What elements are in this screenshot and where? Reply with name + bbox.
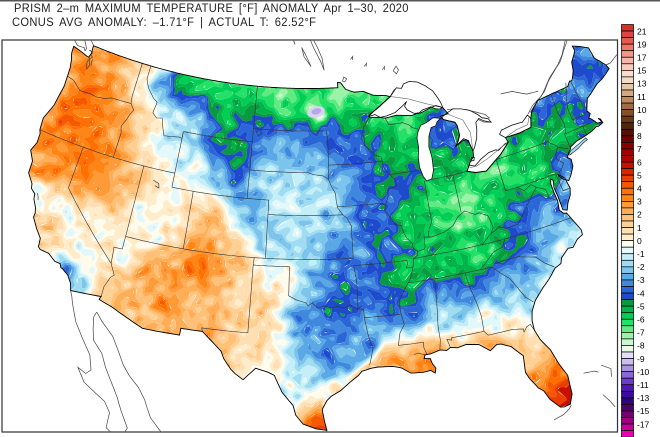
svg-text:-1: -1 xyxy=(637,249,645,259)
svg-text:-3: -3 xyxy=(637,275,645,285)
svg-text:-9: -9 xyxy=(637,354,645,364)
svg-text:7: 7 xyxy=(637,144,642,154)
svg-text:-7: -7 xyxy=(637,328,645,338)
svg-text:4: 4 xyxy=(637,183,642,193)
svg-text:-10: -10 xyxy=(637,367,650,377)
svg-text:-6: -6 xyxy=(637,314,645,324)
svg-text:13: 13 xyxy=(637,79,647,89)
svg-text:-8: -8 xyxy=(637,341,645,351)
svg-text:8: 8 xyxy=(637,131,642,141)
svg-text:5: 5 xyxy=(637,170,642,180)
svg-text:15: 15 xyxy=(637,66,647,76)
svg-text:-13: -13 xyxy=(637,393,650,403)
svg-text:0: 0 xyxy=(637,236,642,246)
svg-text:-17: -17 xyxy=(637,419,650,429)
svg-text:-15: -15 xyxy=(637,406,650,416)
svg-text:-5: -5 xyxy=(637,301,645,311)
svg-text:2: 2 xyxy=(637,210,642,220)
svg-text:1: 1 xyxy=(637,223,642,233)
svg-text:17: 17 xyxy=(637,52,647,62)
svg-text:-11: -11 xyxy=(637,380,649,390)
svg-text:11: 11 xyxy=(637,92,646,102)
svg-text:9: 9 xyxy=(637,118,642,128)
svg-text:3: 3 xyxy=(637,197,642,207)
svg-text:10: 10 xyxy=(637,105,647,115)
svg-text:-2: -2 xyxy=(637,262,645,272)
svg-text:-4: -4 xyxy=(637,288,645,298)
svg-text:6: 6 xyxy=(637,157,642,167)
svg-text:21: 21 xyxy=(637,26,647,36)
svg-text:19: 19 xyxy=(637,39,647,49)
